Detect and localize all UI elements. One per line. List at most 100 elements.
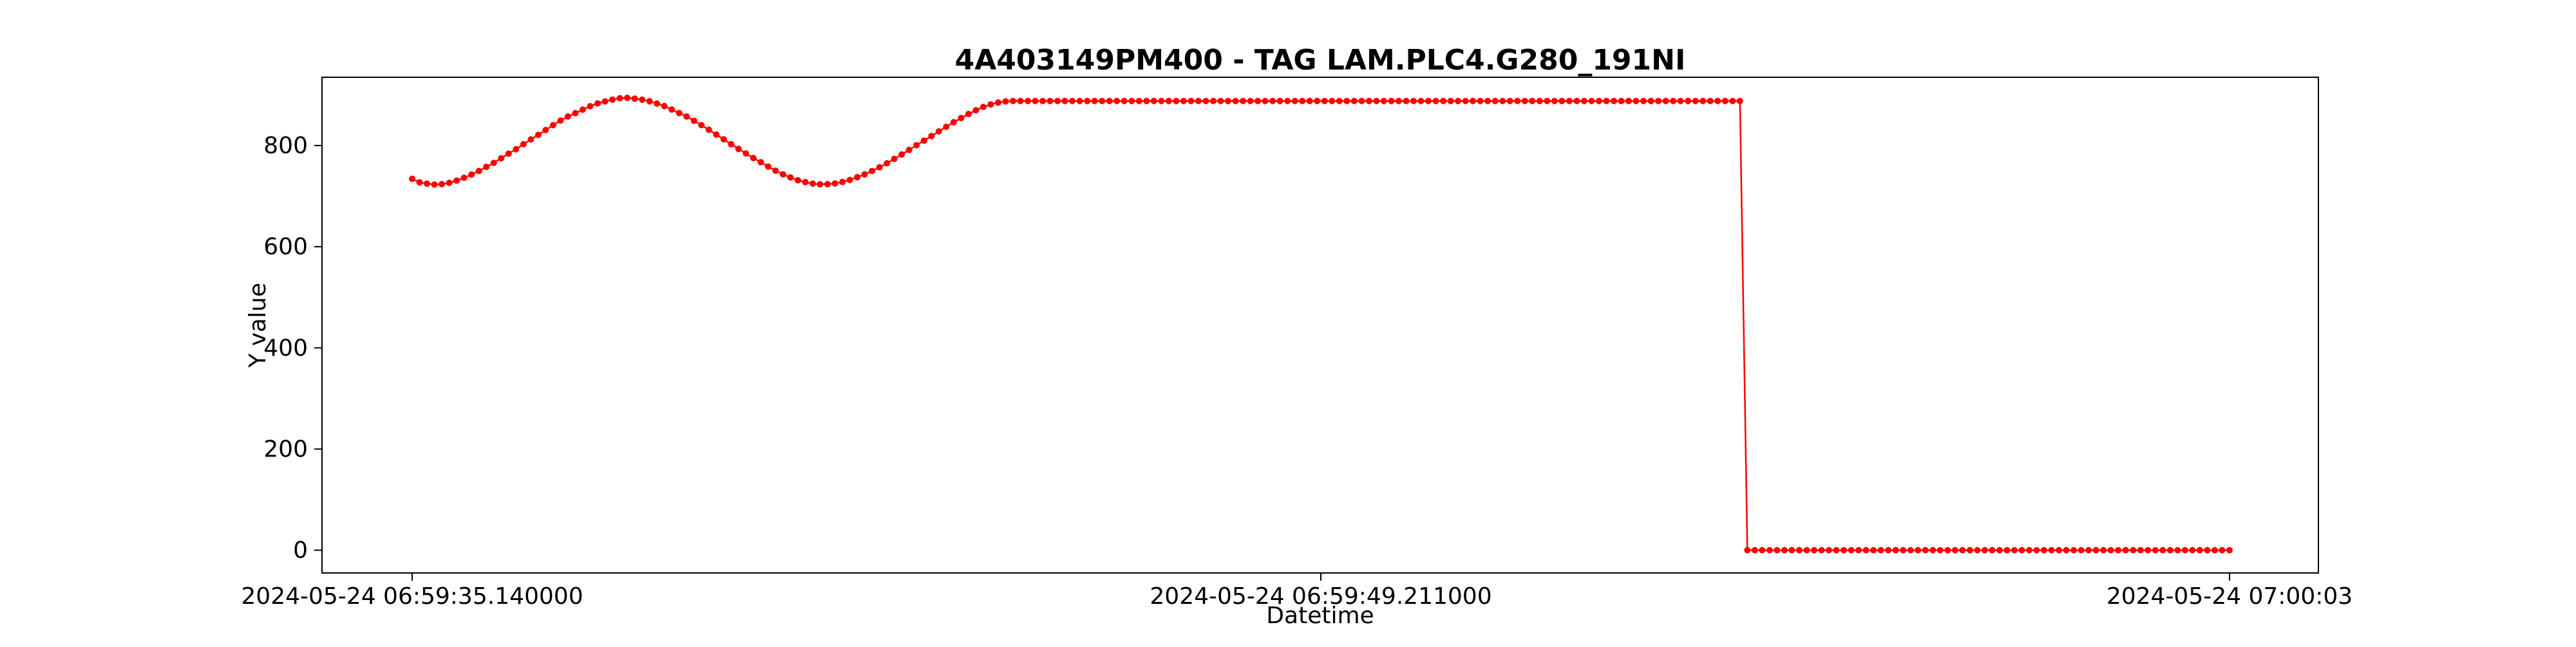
data-point — [1232, 97, 1239, 104]
data-point — [1655, 97, 1662, 104]
data-point — [2092, 547, 2099, 554]
data-point — [616, 95, 623, 102]
data-point — [549, 122, 556, 129]
data-point — [2174, 547, 2181, 554]
data-point — [446, 180, 453, 186]
data-point — [1818, 547, 1825, 554]
data-point — [1358, 97, 1365, 104]
data-point — [1477, 97, 1484, 104]
data-point — [958, 115, 965, 122]
data-point — [1410, 97, 1417, 104]
data-point — [654, 100, 661, 107]
data-point — [1276, 97, 1283, 104]
data-point — [690, 117, 697, 124]
data-point — [920, 137, 927, 144]
data-point — [2115, 547, 2122, 554]
data-point — [601, 98, 609, 105]
data-point — [1759, 547, 1766, 554]
y-tick-label: 0 — [293, 538, 308, 564]
data-point — [2018, 547, 2025, 554]
data-point — [1751, 547, 1758, 554]
data-point — [1173, 97, 1180, 104]
data-point — [431, 181, 438, 188]
data-point — [2003, 547, 2011, 554]
data-point — [2181, 547, 2188, 554]
data-point — [1700, 97, 1707, 104]
data-point — [2063, 547, 2070, 554]
data-point — [1484, 97, 1492, 104]
data-point — [1595, 97, 1602, 104]
data-point — [483, 164, 490, 171]
data-point — [869, 167, 876, 174]
data-point — [1611, 97, 1617, 104]
data-point — [743, 150, 750, 157]
data-point — [1900, 547, 1907, 554]
data-point — [1833, 547, 1840, 554]
x-tick-label: 2024-05-24 06:59:49.211000 — [1150, 583, 1492, 610]
data-point — [1061, 97, 1068, 104]
data-point — [646, 98, 653, 105]
y-tick-label: 400 — [263, 335, 308, 361]
data-point — [1054, 97, 1061, 104]
data-point — [1996, 547, 2003, 554]
data-point — [2085, 547, 2092, 554]
data-point — [1536, 97, 1543, 104]
data-point — [1573, 97, 1580, 104]
data-point — [1247, 97, 1254, 104]
data-point — [884, 160, 891, 167]
data-point — [965, 111, 972, 118]
data-point — [1017, 97, 1024, 104]
data-point — [935, 128, 942, 135]
data-point — [2100, 547, 2107, 554]
data-point — [2219, 547, 2226, 554]
data-point — [2196, 547, 2203, 554]
data-point — [1299, 97, 1306, 104]
data-point — [1165, 97, 1172, 104]
data-point — [2159, 547, 2166, 554]
data-point — [1506, 97, 1513, 104]
data-point — [624, 95, 630, 101]
data-point — [1150, 97, 1157, 104]
data-point — [1966, 547, 1973, 554]
data-point — [2189, 547, 2196, 554]
data-point — [1744, 547, 1751, 554]
data-point — [1032, 97, 1039, 104]
data-point — [1558, 97, 1566, 104]
data-point — [802, 178, 809, 185]
y-axis-label: Y value — [245, 283, 271, 368]
data-point — [505, 150, 512, 157]
data-point — [810, 180, 816, 187]
data-point — [1811, 547, 1817, 554]
data-point — [1907, 547, 1914, 554]
x-axis-label: Datetime — [1266, 603, 1374, 629]
data-point — [854, 174, 861, 181]
data-point — [535, 131, 542, 138]
data-point — [1432, 97, 1439, 104]
data-point — [1180, 97, 1187, 104]
data-point — [698, 122, 705, 129]
data-point — [527, 136, 535, 143]
data-point — [513, 145, 520, 153]
chart-title: 4A403149PM400 - TAG LAM.PLC4.G280_191NI — [955, 44, 1686, 77]
data-point — [1795, 547, 1803, 554]
data-point — [520, 141, 527, 147]
data-point — [1544, 97, 1551, 104]
data-point — [824, 181, 831, 187]
data-point — [1766, 547, 1773, 554]
data-point — [1774, 547, 1781, 554]
data-point — [1240, 97, 1247, 104]
data-point — [1306, 97, 1313, 104]
data-point — [639, 96, 646, 103]
data-point — [1128, 97, 1135, 104]
data-point — [1551, 97, 1558, 104]
data-point — [1521, 97, 1528, 104]
data-point — [1158, 97, 1165, 104]
data-point — [1447, 97, 1454, 104]
data-point — [757, 159, 764, 165]
data-point — [424, 180, 430, 187]
data-point — [542, 127, 549, 133]
data-point — [1848, 547, 1855, 554]
data-point — [2204, 547, 2211, 554]
data-point — [1974, 547, 1981, 554]
